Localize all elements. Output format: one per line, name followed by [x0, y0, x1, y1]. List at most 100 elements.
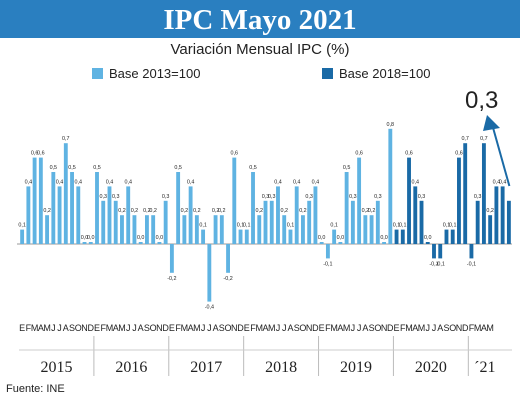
bar-value-label: 0,4: [493, 179, 501, 185]
title-bar: IPC Mayo 2021: [0, 0, 520, 38]
month-tick-label: D: [312, 323, 319, 333]
bar: [388, 128, 393, 244]
month-tick-label: M: [486, 323, 494, 333]
bar: [219, 215, 224, 244]
month-tick-label: J: [132, 323, 137, 333]
bar: [163, 200, 168, 244]
bar-value-label: 0,4: [106, 179, 114, 185]
bar: [188, 186, 193, 244]
bar-value-label: -0,2: [223, 276, 232, 282]
bar: [257, 215, 262, 244]
month-tick-label: M: [193, 323, 201, 333]
bar: [263, 200, 268, 244]
bar: [332, 229, 337, 244]
callout-arrow: [491, 123, 511, 187]
bar-value-label: 0,2: [143, 208, 151, 214]
bar: [244, 229, 249, 244]
month-tick-label: J: [207, 323, 212, 333]
month-tick-label: F: [26, 323, 32, 333]
month-tick-label: O: [299, 323, 306, 333]
bar: [506, 200, 511, 244]
bar: [151, 215, 156, 244]
bar: [325, 244, 330, 259]
bar-value-label: 0,4: [187, 179, 195, 185]
chart-title: Variación Mensual IPC (%): [170, 41, 350, 58]
bar-value-label: 0,4: [412, 179, 420, 185]
bar: [88, 242, 93, 244]
month-tick-label: M: [256, 323, 264, 333]
bar: [425, 242, 430, 244]
bar: [76, 186, 81, 244]
bar-value-label: 0,0: [156, 235, 164, 241]
bar: [288, 229, 293, 244]
bar: [357, 157, 362, 244]
month-tick-label: E: [19, 323, 25, 333]
month-tick-label: D: [387, 323, 394, 333]
bar-value-label: 0,0: [380, 235, 388, 241]
month-tick-label: E: [94, 323, 100, 333]
bar-value-label: 0,2: [212, 208, 220, 214]
bar-value-label: 0,3: [474, 194, 482, 200]
bar: [138, 242, 143, 244]
bar-value-label: 0,1: [399, 223, 407, 229]
bar: [475, 200, 480, 244]
month-tick-label: J: [282, 323, 287, 333]
bar: [294, 186, 299, 244]
month-tick-label: S: [294, 323, 300, 333]
bar-value-label: 0,2: [118, 208, 126, 214]
bar-value-label: 0,2: [256, 208, 264, 214]
bar-value-label: 0,1: [199, 223, 207, 229]
bar: [500, 186, 505, 244]
bar-value-label: 0,0: [87, 235, 95, 241]
month-tick-label: A: [38, 323, 44, 333]
month-tick-label: A: [113, 323, 119, 333]
bar-value-label: 0,0: [137, 235, 145, 241]
month-tick-label: E: [169, 323, 175, 333]
year-label: ´21: [474, 359, 495, 376]
bar-value-label: 0,0: [424, 235, 432, 241]
legend-swatch-dark: [322, 67, 333, 79]
bar: [107, 186, 112, 244]
bar-value-label: -0,4: [205, 305, 214, 311]
bar: [201, 229, 206, 244]
month-tick-label: M: [118, 323, 126, 333]
bar: [226, 244, 230, 273]
month-tick-label: O: [449, 323, 456, 333]
month-tick-label: A: [188, 323, 194, 333]
bar-value-label: 0,5: [174, 165, 182, 171]
bar-value-label: 0,7: [461, 136, 469, 142]
month-tick-label: A: [481, 323, 487, 333]
month-tick-label: F: [325, 323, 331, 333]
bar-value-label: 0,1: [443, 223, 451, 229]
month-tick-label: S: [219, 323, 225, 333]
bar-value-label: -0,1: [323, 261, 332, 267]
legend-label-base-2018: Base 2018=100: [339, 65, 431, 81]
source-note: Fuente: INE: [6, 383, 65, 395]
bar: [338, 242, 343, 244]
bar-value-label: 0,1: [330, 223, 338, 229]
bar-value-label: 0,6: [31, 151, 39, 157]
bar-value-label: 0,3: [262, 194, 270, 200]
month-tick-label: N: [81, 323, 88, 333]
month-tick-label: O: [75, 323, 82, 333]
bar: [169, 244, 174, 273]
bar-value-label: 0,3: [268, 194, 276, 200]
bar: [400, 229, 405, 244]
bar-value-label: 0,8: [387, 122, 395, 128]
bar: [95, 172, 99, 244]
latest-value-callout: 0,3: [465, 87, 499, 114]
bar: [82, 242, 87, 244]
legend-item-base-2013: Base 2013=100: [92, 66, 200, 81]
year-label: 2015: [40, 359, 72, 376]
month-tick-label: M: [31, 323, 39, 333]
bar-value-label: 0,1: [237, 223, 245, 229]
year-label: 2018: [265, 359, 297, 376]
bar: [251, 172, 255, 244]
bar-value-label: 0,1: [449, 223, 457, 229]
month-tick-label: J: [57, 323, 62, 333]
legend-item-base-2018: Base 2018=100: [322, 65, 431, 81]
bar: [457, 157, 461, 244]
month-tick-label: F: [400, 323, 406, 333]
bar: [375, 200, 380, 244]
bar-value-label: 0,3: [112, 194, 120, 200]
